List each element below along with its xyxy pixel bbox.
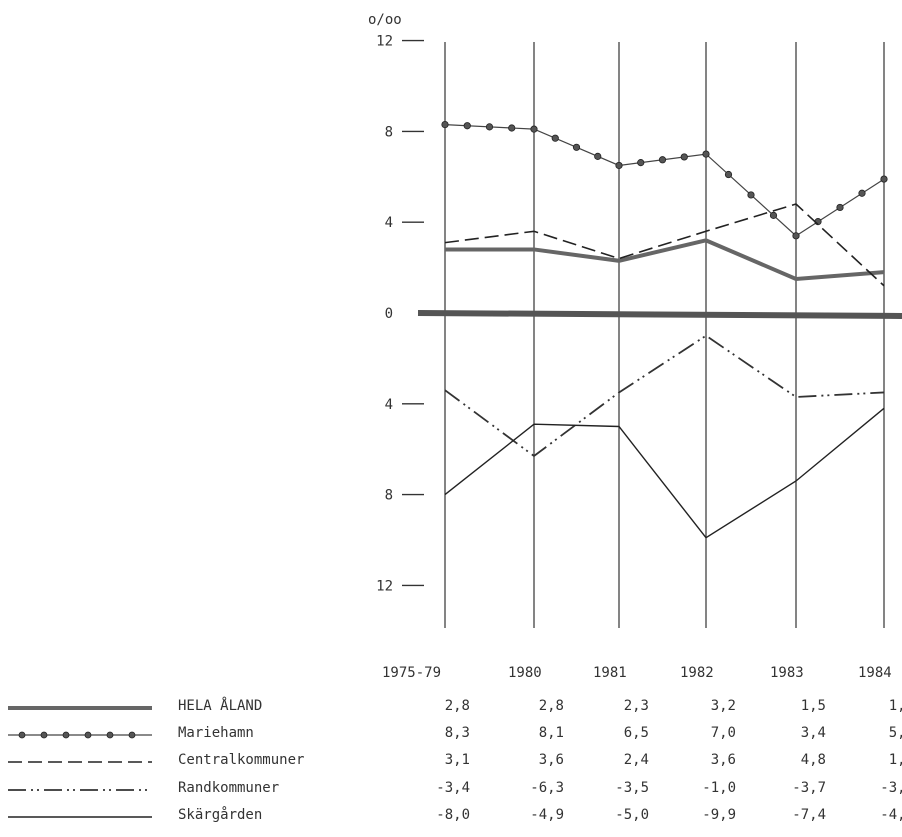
table-cell: -3,5 <box>880 780 902 796</box>
table-cell: 2,8 <box>538 698 564 714</box>
table-cell: 1,2 <box>888 752 902 768</box>
y-tick-label-6: 12 <box>376 578 393 594</box>
series-marker <box>724 170 733 179</box>
legend-swatch-marker <box>84 731 92 739</box>
series-marker <box>551 134 559 142</box>
category-label-2: 1981 <box>593 665 627 681</box>
y-tick-label-1: 8 <box>385 124 393 140</box>
y-tick-label-5: 8 <box>385 488 393 504</box>
category-label-3: 1982 <box>680 665 714 681</box>
legend-swatch-marker <box>128 731 136 739</box>
table-cell: -7,4 <box>792 807 826 823</box>
y-tick-label-3: 0 <box>385 306 393 322</box>
table-cell: 2,4 <box>623 752 649 768</box>
table-cell: 8,3 <box>444 725 470 741</box>
series-marker <box>463 122 471 130</box>
series-marker <box>637 159 645 167</box>
table-cell: 2,8 <box>444 698 470 714</box>
legend-swatch-marker <box>40 731 48 739</box>
y-tick-label-0: 12 <box>376 34 393 50</box>
series-marker <box>769 211 778 219</box>
table-cell: 3,1 <box>444 752 470 768</box>
category-gridlines <box>444 42 885 628</box>
series-marker <box>508 124 516 132</box>
series-marker <box>702 150 710 158</box>
legend-label-0: HELA ÅLAND <box>178 698 263 714</box>
series-marker <box>880 175 888 183</box>
category-label-1: 1980 <box>508 665 542 681</box>
y-tick-label-2: 4 <box>385 215 393 231</box>
table-cell: -1,0 <box>702 780 736 796</box>
series-marker <box>858 189 866 197</box>
table-cell: 2,3 <box>623 698 649 714</box>
table-cell: 3,6 <box>538 752 564 768</box>
series-line-hela-land <box>445 238 885 281</box>
category-label-5: 1984 <box>858 665 892 681</box>
table-cell: -9,9 <box>702 807 736 823</box>
series-marker <box>485 123 494 131</box>
table-cell: -5,0 <box>615 807 649 823</box>
y-tick-label-4: 4 <box>385 397 393 413</box>
table-cell: -3,7 <box>792 780 826 796</box>
table-cell: 1,8 <box>888 698 902 714</box>
table-cell: -6,3 <box>530 780 564 796</box>
series-marker <box>594 152 602 160</box>
series-marker <box>530 125 538 133</box>
series-marker <box>747 191 755 199</box>
series-marker <box>615 161 623 170</box>
table-cell: 4,8 <box>800 752 826 768</box>
series-marker <box>441 120 449 129</box>
legend-swatch-marker <box>62 731 70 739</box>
table-cell: -4,9 <box>530 807 564 823</box>
legend-label-1: Mariehamn <box>178 725 254 741</box>
series-marker <box>658 156 667 164</box>
table-cell: 6,5 <box>623 725 649 741</box>
legend-label-3: Randkommuner <box>178 780 280 796</box>
table-cell: -3,4 <box>436 780 470 796</box>
category-label-0: 1975-79 <box>382 665 442 681</box>
table-cell: -4,2 <box>880 807 902 823</box>
table-cell: -8,0 <box>436 807 470 823</box>
series-line-randkommuner <box>444 334 885 458</box>
legend-swatch-marker <box>106 731 114 739</box>
table-cell: -3,5 <box>615 780 649 796</box>
series-marker <box>572 143 581 151</box>
table-cell: 8,1 <box>538 725 564 741</box>
legend-swatch-marker <box>18 731 26 739</box>
zero-baseline <box>417 310 902 319</box>
table-cell: 5,9 <box>888 725 902 741</box>
table-cell: 3,2 <box>710 698 736 714</box>
legend-swatches <box>8 706 152 818</box>
series-marker <box>680 153 688 161</box>
unit-label: o/oo <box>368 12 402 28</box>
series-lines <box>441 120 888 539</box>
table-cell: 1,5 <box>800 698 826 714</box>
y-axis: 12 8 4 0 4 8 12 <box>376 34 902 594</box>
series-marker <box>792 232 800 240</box>
table-cell: 3,4 <box>800 725 826 741</box>
legend-label-2: Centralkommuner <box>178 752 305 768</box>
category-label-4: 1983 <box>770 665 804 681</box>
series-marker <box>836 203 844 212</box>
series-line-sk-rg-rden <box>444 407 885 539</box>
series-line-centralkommuner <box>444 203 885 287</box>
table-cell: 7,0 <box>710 725 736 741</box>
legend-label-4: Skärgården <box>178 807 263 823</box>
table-cell: 3,6 <box>710 752 736 768</box>
